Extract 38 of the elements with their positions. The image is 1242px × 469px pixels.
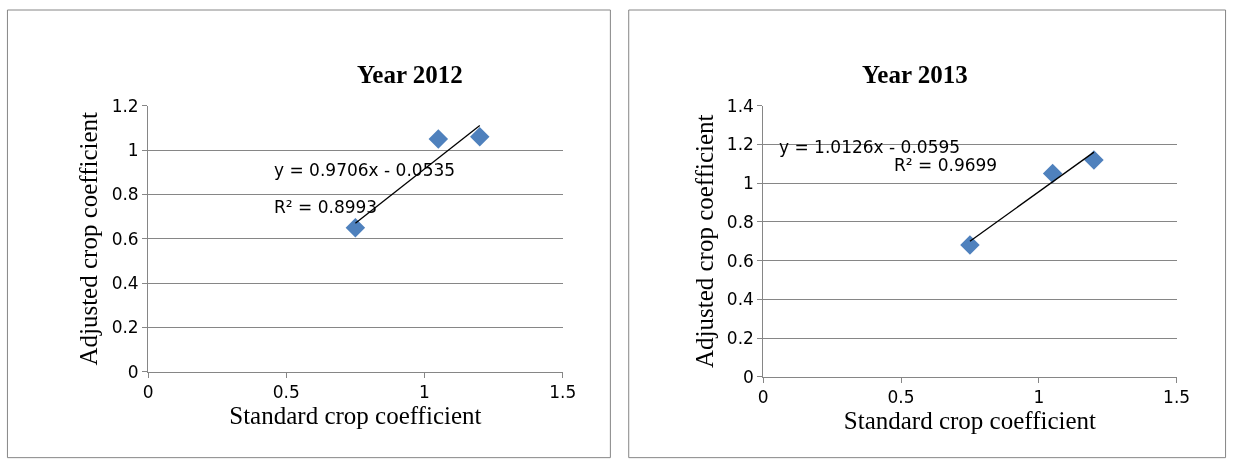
y-tick-label: 0.8 [111, 184, 139, 205]
point [960, 235, 980, 255]
y-tick-label: 0.6 [726, 250, 754, 271]
point [345, 217, 366, 238]
y-tick-label: 0 [127, 361, 139, 382]
x-tick-label: 0 [757, 387, 769, 408]
y-tick-label: 0 [743, 366, 754, 387]
x-tick-label: 0 [142, 382, 154, 403]
y-tick-label: 1.2 [111, 95, 139, 116]
chart-title: Year 2013 [862, 61, 968, 88]
chart-title: Year 2012 [357, 61, 463, 88]
x-axis-title: Standard crop coefficient [229, 402, 482, 430]
x-tick-label: 0.5 [272, 382, 300, 403]
y-tick-label: 0.4 [111, 273, 139, 294]
x-tick-label: 0.5 [887, 387, 915, 408]
y-tick-label: 0.8 [726, 211, 754, 232]
y-tick-label: 1 [127, 139, 139, 160]
x-tick-label: 1 [419, 382, 430, 403]
x-tick-label: 1.5 [1163, 387, 1191, 408]
y-axis-title: Adjusted crop coefficient [75, 111, 103, 366]
y-tick-label: 0.4 [726, 289, 754, 310]
point [470, 126, 490, 147]
x-tick-label: 1 [1033, 387, 1045, 408]
y-tick-label: 1.4 [726, 95, 754, 116]
annotation: R² = 0.9699 [894, 155, 998, 175]
point [1084, 150, 1104, 170]
x-axis-title: Standard crop coefficient [843, 407, 1097, 435]
y-tick-label: 0.6 [111, 228, 139, 249]
annotation: R² = 0.8993 [274, 197, 378, 217]
y-axis-title: Adjusted crop coefficient [690, 114, 718, 369]
y-tick-label: 0.2 [726, 328, 754, 349]
y-tick-label: 0.2 [111, 317, 139, 338]
y-tick-label: 1 [743, 173, 754, 194]
annotation: y = 1.0126x - 0.0595 [779, 137, 961, 157]
x-tick-label: 1.5 [549, 382, 577, 403]
point [1042, 163, 1063, 184]
point [428, 129, 449, 149]
y-tick-label: 1.2 [726, 134, 754, 155]
